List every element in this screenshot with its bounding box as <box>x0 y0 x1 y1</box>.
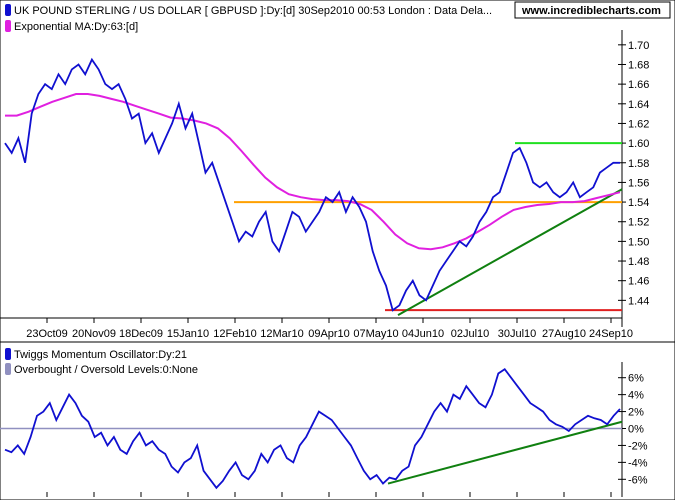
price-y-tick-label: 1.68 <box>628 59 649 71</box>
price-x-tick-label: 04Jun10 <box>402 328 444 340</box>
price-x-tick-label: 02Jul10 <box>451 328 490 340</box>
price-x-tick-label: 24Sep10 <box>589 328 633 340</box>
price-x-tick-label: 12Feb10 <box>213 328 256 340</box>
ema-legend-label: Exponential MA:Dy:63:[d] <box>14 21 138 33</box>
osc-y-tick-label: 6% <box>628 373 644 385</box>
tmo-series-line <box>4 367 621 490</box>
gbpusd-series-line <box>4 57 620 312</box>
gbpusd-legend-swatch <box>5 4 11 16</box>
osc-y-tick-label: -4% <box>628 457 648 469</box>
brand-box <box>514 1 671 19</box>
price-x-axis: 23Oct09 20Nov09 18Dec09 15Jan10 12Feb10 12Mar… <box>0 317 633 340</box>
oscillator-y-axis: -6% -4% -2% 0% 2% 4% 6% <box>46 362 648 497</box>
price-x-tick-label: 09Apr10 <box>308 328 350 340</box>
price-y-tick-label: 1.62 <box>628 118 649 130</box>
price-y-tick-label: 1.60 <box>628 138 649 150</box>
rising-trendline-price <box>397 188 623 316</box>
levels-legend-label: Overbought / Oversold Levels:0:None <box>14 364 198 376</box>
price-x-tick-label: 15Jan10 <box>167 328 209 340</box>
ema-legend-swatch <box>5 20 11 32</box>
price-x-tick-label: 30Jul10 <box>498 328 537 340</box>
price-x-tick-label: 20Nov09 <box>72 328 116 340</box>
osc-y-tick-label: 0% <box>628 424 644 436</box>
gbpusd-legend-label: UK POUND STERLING / US DOLLAR [ GBPUSD ]… <box>14 5 492 17</box>
price-y-axis: 1.44 1.46 1.48 1.50 1.52 1.54 1.56 1.58 1.60 1.62… <box>618 30 649 327</box>
tmo-legend-label: Twiggs Momentum Oscillator:Dy:21 <box>14 349 187 361</box>
price-y-tick-label: 1.64 <box>628 99 649 111</box>
oscillator-legend: Twiggs Momentum Oscillator:Dy:21 Overbou… <box>5 348 198 376</box>
osc-y-tick-label: -6% <box>628 474 648 486</box>
price-y-tick-label: 1.54 <box>628 197 649 209</box>
price-y-tick-label: 1.52 <box>628 217 649 229</box>
oscillator-panel <box>0 341 675 500</box>
price-y-tick-label: 1.56 <box>628 177 649 189</box>
price-legend: UK POUND STERLING / US DOLLAR [ GBPUSD ]… <box>5 4 492 33</box>
osc-y-tick-label: -2% <box>628 440 648 452</box>
price-x-tick-label: 23Oct09 <box>26 328 68 340</box>
ema-series-line <box>5 93 621 251</box>
price-y-tick-label: 1.50 <box>628 236 649 248</box>
osc-y-tick-label: 4% <box>628 390 644 402</box>
price-y-tick-label: 1.70 <box>628 40 649 52</box>
price-panel <box>0 0 675 343</box>
price-x-tick-label: 27Aug10 <box>542 328 586 340</box>
levels-legend-swatch <box>5 363 11 375</box>
price-y-tick-label: 1.58 <box>628 158 649 170</box>
brand-link[interactable]: www.incrediblecharts.com <box>521 5 661 17</box>
price-x-tick-label: 18Dec09 <box>119 328 163 340</box>
price-y-tick-label: 1.44 <box>628 295 649 307</box>
price-y-tick-label: 1.46 <box>628 276 649 288</box>
price-y-tick-label: 1.48 <box>628 256 649 268</box>
price-x-tick-label: 07May10 <box>353 328 398 340</box>
rising-trendline-oscillator <box>387 420 623 485</box>
osc-y-tick-label: 2% <box>628 407 644 419</box>
tmo-legend-swatch <box>5 348 11 360</box>
price-y-tick-label: 1.66 <box>628 79 649 91</box>
price-x-tick-label: 12Mar10 <box>260 328 303 340</box>
brand[interactable]: www.incrediblecharts.com <box>514 1 671 19</box>
